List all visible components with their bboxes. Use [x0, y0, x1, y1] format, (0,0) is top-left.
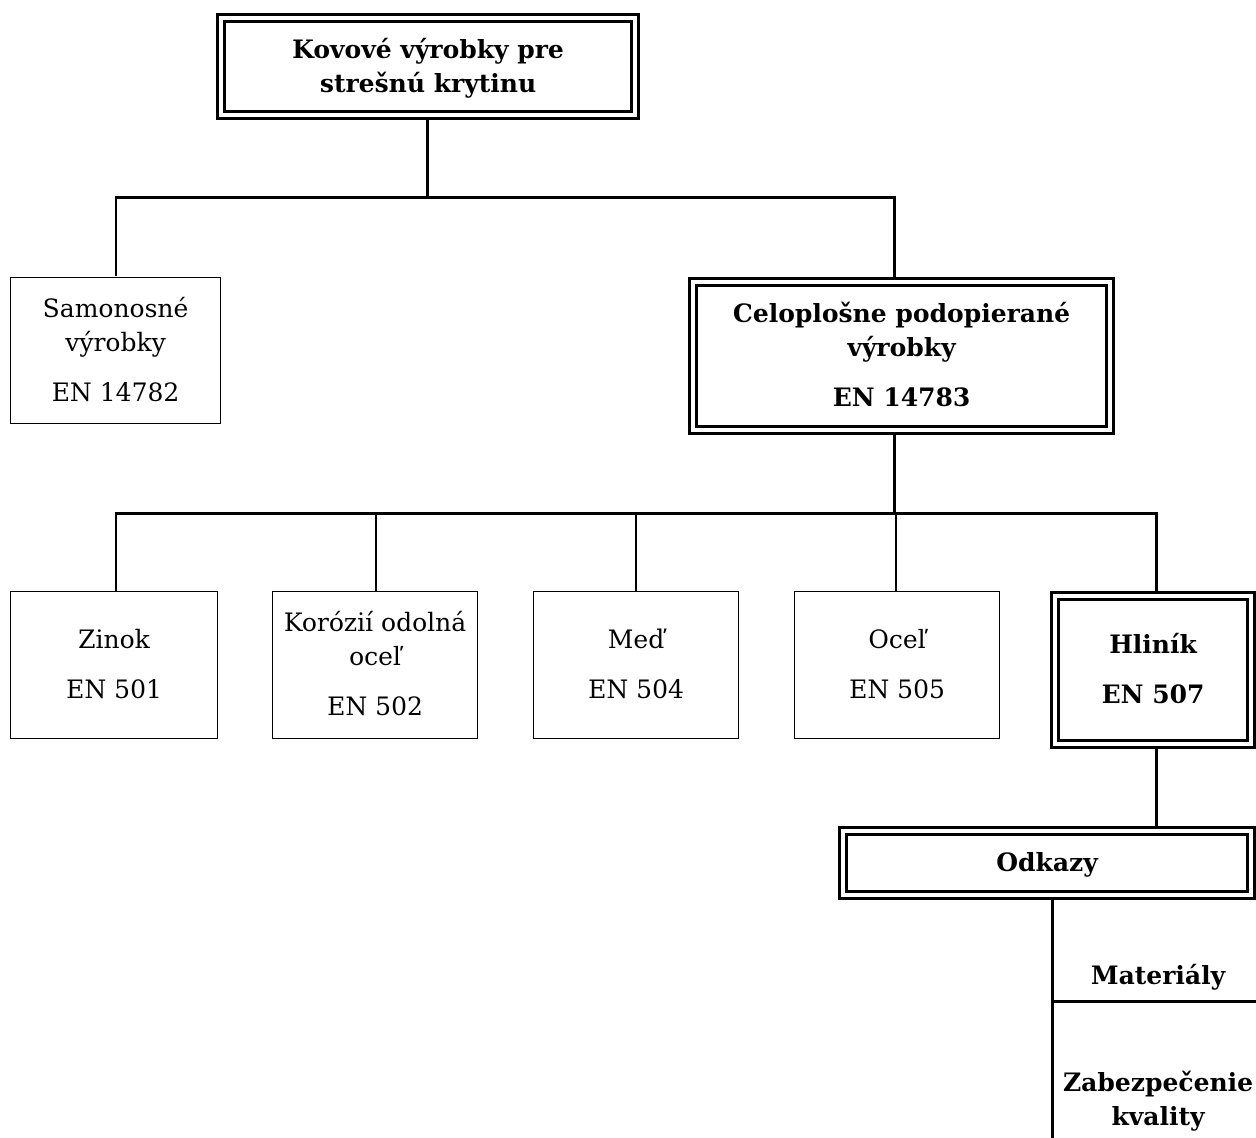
material-korozii-name-line1: Korózií odolná	[283, 608, 467, 637]
connector-to-korozii	[375, 512, 377, 592]
connector-to-zinok	[115, 512, 117, 592]
material-med-standard: EN 504	[588, 675, 684, 704]
root-node: Kovové výrobky pre strešnú krytinu	[216, 13, 640, 120]
material-ocel-standard: EN 505	[849, 675, 945, 704]
connector-to-fully-supported	[893, 196, 896, 278]
connector-root-down	[426, 118, 429, 198]
material-node-zinok: Zinok EN 501	[10, 591, 218, 739]
material-node-hlinik: Hliník EN 507	[1050, 591, 1256, 749]
references-title: Odkazy	[996, 848, 1098, 877]
self-supporting-line1: Samonosné	[42, 293, 189, 323]
connector-to-med	[635, 512, 637, 592]
material-node-ocel: Oceľ EN 505	[794, 591, 1000, 739]
connector-fully-supported-down	[893, 432, 896, 514]
material-node-korozii-odolna-ocel: Korózií odolná oceľ EN 502	[272, 591, 478, 739]
material-med-name: Meď	[607, 625, 665, 654]
root-line2: strešnú krytinu	[319, 68, 537, 98]
connector-to-self-supporting	[115, 196, 117, 276]
fully-supported-node: Celoplošne podopierané výrobky EN 14783	[688, 277, 1115, 435]
reference-item-zabezpecenie-line2: kvality	[1111, 1102, 1205, 1131]
material-zinok-standard: EN 501	[66, 675, 162, 704]
material-hlinik-standard: EN 507	[1101, 680, 1205, 709]
reference-item-zabezpecenie-line1: Zabezpečenie	[1062, 1068, 1254, 1097]
divider-materialy	[1051, 1000, 1256, 1003]
self-supporting-standard: EN 14782	[51, 377, 180, 407]
fully-supported-line1: Celoplošne podopierané	[732, 299, 1071, 328]
material-node-med: Meď EN 504	[533, 591, 739, 739]
self-supporting-line2: výrobky	[65, 327, 166, 357]
reference-item-materialy: Materiály	[1090, 961, 1226, 990]
self-supporting-node: Samonosné výrobky EN 14782	[10, 277, 221, 424]
connector-to-ocel	[895, 512, 897, 592]
material-korozii-name-line2: oceľ	[349, 642, 401, 671]
references-node: Odkazy	[838, 826, 1256, 900]
fully-supported-line2: výrobky	[847, 333, 956, 362]
connector-hlinik-down	[1155, 746, 1158, 828]
connector-level1-horizontal	[115, 196, 896, 199]
material-hlinik-name: Hliník	[1109, 630, 1197, 659]
root-line1: Kovové výrobky pre	[292, 34, 564, 64]
fully-supported-standard: EN 14783	[832, 383, 971, 412]
material-zinok-name: Zinok	[78, 625, 150, 654]
material-korozii-standard: EN 502	[327, 692, 423, 721]
connector-odkazy-down	[1051, 898, 1054, 1138]
connector-to-hlinik	[1155, 512, 1158, 594]
material-ocel-name: Oceľ	[868, 625, 926, 654]
